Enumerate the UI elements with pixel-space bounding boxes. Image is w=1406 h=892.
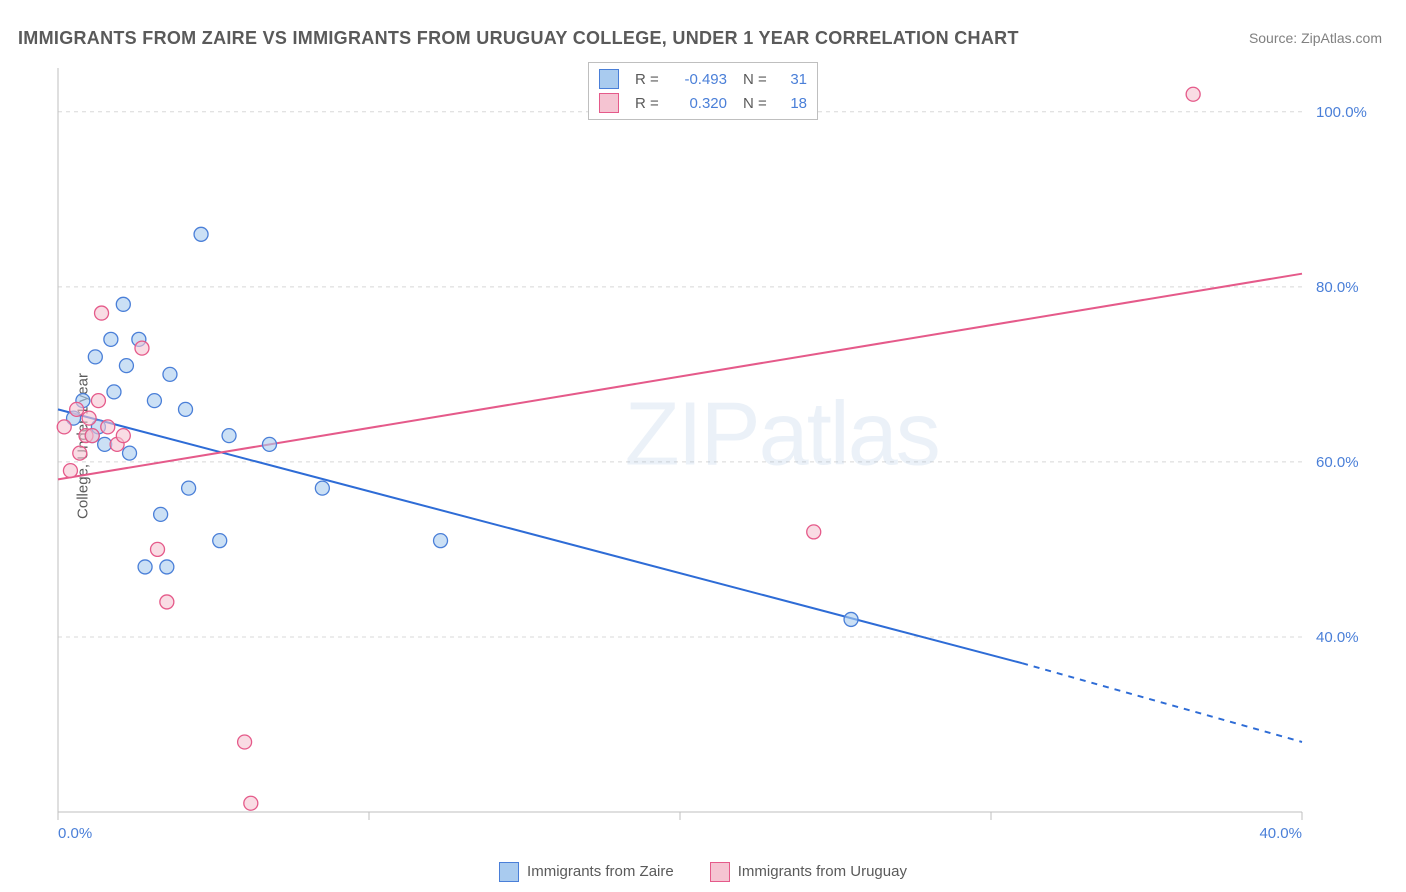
n-equals-label: N = bbox=[743, 95, 773, 112]
r-equals-label: R = bbox=[635, 71, 663, 88]
svg-text:60.0%: 60.0% bbox=[1316, 454, 1359, 471]
r-equals-label: R = bbox=[635, 95, 663, 112]
legend-swatch bbox=[710, 862, 730, 882]
chart-title: IMMIGRANTS FROM ZAIRE VS IMMIGRANTS FROM… bbox=[18, 28, 1019, 49]
series-legend-label: Immigrants from Uruguay bbox=[738, 863, 907, 880]
series-legend-item: Immigrants from Zaire bbox=[499, 862, 674, 882]
n-value: 31 bbox=[781, 71, 807, 88]
svg-text:100.0%: 100.0% bbox=[1316, 104, 1367, 121]
source-label: Source: bbox=[1249, 30, 1301, 46]
series-legend-label: Immigrants from Zaire bbox=[527, 863, 674, 880]
legend-swatch bbox=[599, 69, 619, 89]
source-credit: Source: ZipAtlas.com bbox=[1249, 30, 1382, 46]
n-equals-label: N = bbox=[743, 71, 773, 88]
correlation-legend-row: R = 0.320 N = 18 bbox=[599, 91, 807, 115]
svg-text:40.0%: 40.0% bbox=[1316, 629, 1359, 646]
svg-text:0.0%: 0.0% bbox=[58, 825, 92, 842]
plot-area: 40.0%60.0%80.0%100.0%0.0%40.0% ZIPatlas bbox=[48, 60, 1382, 842]
scatter-plot-svg: 40.0% 60.0% 80.0% 100.0% 0.0% 40.0% bbox=[48, 60, 1382, 842]
r-value: -0.493 bbox=[671, 71, 727, 88]
source-name: ZipAtlas.com bbox=[1301, 30, 1382, 46]
svg-text:40.0%: 40.0% bbox=[1259, 825, 1302, 842]
r-value: 0.320 bbox=[671, 95, 727, 112]
series-legend: Immigrants from Zaire Immigrants from Uru… bbox=[0, 862, 1406, 882]
legend-swatch bbox=[599, 93, 619, 113]
correlation-legend: R = -0.493 N = 31 R = 0.320 N = 18 bbox=[588, 62, 818, 120]
series-legend-item: Immigrants from Uruguay bbox=[710, 862, 907, 882]
svg-text:80.0%: 80.0% bbox=[1316, 279, 1359, 296]
correlation-legend-row: R = -0.493 N = 31 bbox=[599, 67, 807, 91]
n-value: 18 bbox=[781, 95, 807, 112]
legend-swatch bbox=[499, 862, 519, 882]
